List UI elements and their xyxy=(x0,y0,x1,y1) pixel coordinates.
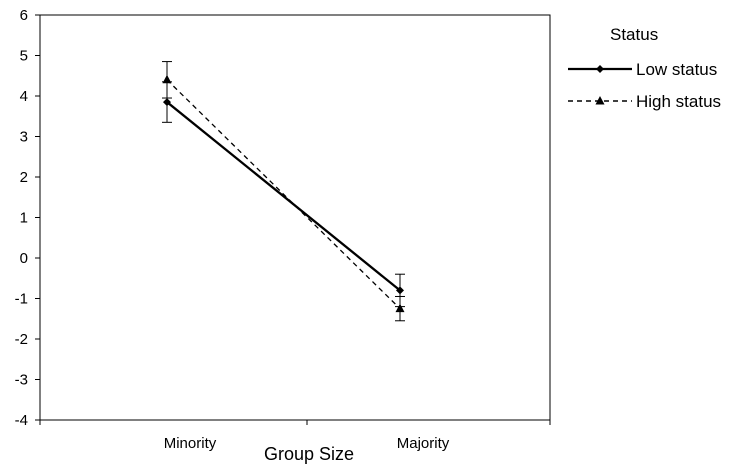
y-tick-label: 1 xyxy=(20,210,28,227)
series-line-high-status xyxy=(166,79,401,310)
y-tick-label: -3 xyxy=(15,372,28,389)
y-tick-label: 0 xyxy=(20,250,28,267)
y-tick-label: 4 xyxy=(20,88,28,105)
series-line-low-status xyxy=(166,101,401,292)
legend-label: High status xyxy=(636,92,721,111)
data-point xyxy=(163,98,171,107)
y-tick-label: 2 xyxy=(20,169,28,186)
y-tick-label: 6 xyxy=(20,7,28,24)
x-tick-label: Majority xyxy=(397,435,450,452)
y-tick-label: 5 xyxy=(20,48,28,65)
y-tick-label: -4 xyxy=(15,412,28,429)
y-tick-label: 3 xyxy=(20,129,28,146)
data-point xyxy=(395,303,405,313)
legend-title: Status xyxy=(610,25,658,44)
data-point xyxy=(396,286,404,295)
plot-area xyxy=(39,14,551,421)
y-tick-label: -1 xyxy=(15,291,28,308)
data-point xyxy=(162,74,172,84)
x-axis-title: Group Size xyxy=(264,444,354,464)
series-group xyxy=(162,61,405,322)
x-tick-label: Minority xyxy=(164,435,217,452)
y-tick-label: -2 xyxy=(15,331,28,348)
legend: Status Low status High status xyxy=(568,25,721,111)
legend-label: Low status xyxy=(636,60,717,79)
legend-marker xyxy=(596,65,604,73)
x-axis: Minority Majority xyxy=(39,420,551,452)
y-axis: 6 5 4 3 2 1 0 -1 -2 -3 -4 xyxy=(15,7,40,429)
legend-marker xyxy=(595,96,605,105)
